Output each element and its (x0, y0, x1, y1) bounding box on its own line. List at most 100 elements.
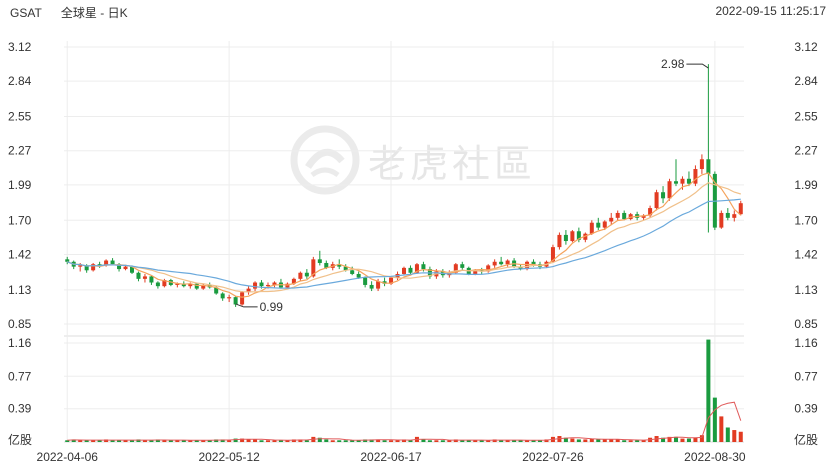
volume-bar (104, 439, 109, 442)
volume-bar (389, 440, 394, 442)
price-tick-label-right: 3.12 (794, 40, 818, 54)
volume-bar (635, 440, 640, 442)
volume-bar (421, 439, 426, 442)
volume-bar (434, 440, 439, 442)
price-tick-label-right: 0.85 (794, 317, 818, 331)
candle-body (725, 212, 730, 218)
tiger-logo-icon (290, 125, 360, 195)
candle-body (246, 288, 251, 293)
volume-bar (194, 440, 199, 442)
candle-body (337, 264, 342, 267)
volume-bar (447, 440, 452, 442)
chart-header-left: GSAT 全球星 - 日K (10, 4, 128, 21)
candle-body (123, 266, 128, 270)
candle-body (570, 231, 575, 242)
volume-tick-label-right: 1.16 (794, 336, 818, 350)
volume-bar (207, 440, 212, 442)
volume-bar (460, 440, 465, 442)
candle-body (693, 169, 698, 184)
candle-body (155, 282, 160, 287)
chart-title: 全球星 - 日K (60, 6, 128, 20)
candle-body (576, 231, 581, 240)
volume-bar (401, 439, 407, 442)
volume-bar (324, 439, 329, 442)
x-tick-label: 2022-08-30 (684, 450, 746, 464)
price-tick-label-left: 1.70 (8, 213, 32, 227)
volume-bar (317, 437, 322, 442)
volume-bar (65, 440, 70, 442)
candle-body (602, 221, 607, 228)
candle-body (401, 267, 407, 274)
volume-bar (291, 439, 296, 442)
candle-body (486, 265, 491, 272)
volume-tick-label-left: 0.39 (8, 402, 32, 416)
ticker-symbol: GSAT (10, 6, 42, 20)
price-tick-label-left: 3.12 (8, 40, 32, 54)
volume-bar (343, 440, 348, 442)
volume-bar (583, 439, 588, 442)
volume-bar (149, 440, 154, 442)
candle-body (324, 262, 329, 268)
volume-bar (97, 440, 102, 442)
candle-body (686, 178, 691, 184)
candle-body (259, 282, 264, 287)
volume-bar (712, 397, 717, 442)
ma10-line (66, 182, 741, 293)
candle-body (253, 282, 258, 289)
price-tick-label-right: 1.70 (794, 213, 818, 227)
volume-bar (246, 439, 251, 442)
candle-body (227, 297, 232, 299)
price-tick-label-right: 2.27 (794, 144, 818, 158)
candle-body (589, 222, 594, 234)
volume-bar (673, 436, 679, 442)
volume-bar (706, 339, 711, 442)
candle-body (376, 281, 381, 289)
candle-body (680, 178, 685, 184)
candle-body (667, 181, 672, 199)
price-tick-label-left: 0.85 (8, 317, 32, 331)
x-tick-label: 2022-04-06 (37, 450, 99, 464)
watermark-text: 老虎社區 (368, 141, 537, 186)
volume-bar (738, 431, 743, 442)
candle-body (220, 293, 225, 299)
volume-bar (71, 439, 76, 442)
volume-tick-label-left: 0.77 (8, 369, 32, 383)
low-annotation-line (235, 303, 258, 308)
candle-body (557, 234, 562, 248)
volume-bar (117, 440, 122, 442)
volume-bar (505, 440, 510, 442)
candle-body (550, 247, 555, 262)
volume-bar (298, 439, 303, 442)
candle-body (97, 264, 102, 266)
volume-bar (110, 440, 115, 442)
candle-body (648, 208, 653, 216)
volume-bar (473, 440, 478, 442)
candle-body (699, 159, 704, 170)
candle-body (142, 276, 147, 279)
volume-bar (622, 440, 627, 442)
price-tick-label-right: 1.13 (794, 283, 818, 297)
candle-body (265, 284, 271, 287)
candle-body (738, 203, 743, 215)
volume-bar (233, 438, 238, 442)
candle-body (84, 265, 89, 271)
volume-bar (732, 430, 737, 442)
candle-body (421, 264, 426, 270)
volume-bar (537, 440, 543, 442)
candle-body (499, 261, 504, 265)
volume-bar (544, 439, 549, 442)
candle-body (596, 222, 601, 228)
volume-bar (350, 440, 355, 442)
volume-bar (155, 439, 160, 442)
volume-bar (602, 439, 607, 442)
volume-bar (181, 440, 186, 442)
candle-body (110, 260, 115, 265)
volume-bar (589, 438, 594, 442)
price-tick-label-right: 2.55 (794, 110, 818, 124)
price-tick-label-left: 1.42 (8, 247, 32, 261)
candle-body (369, 284, 374, 289)
candle-body (389, 277, 394, 284)
price-tick-label-left: 2.27 (8, 144, 32, 158)
volume-bar (363, 439, 368, 442)
